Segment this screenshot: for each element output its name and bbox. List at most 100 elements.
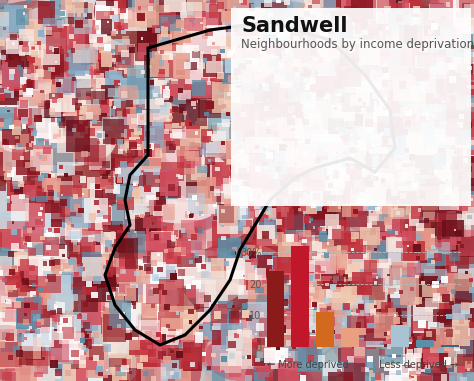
Bar: [423, 28, 440, 48]
Ellipse shape: [374, 145, 433, 185]
Bar: [344, 298, 363, 309]
Bar: [446, 365, 452, 368]
Ellipse shape: [423, 240, 474, 304]
Bar: [8, 38, 29, 67]
Bar: [100, 85, 119, 99]
Bar: [384, 357, 405, 371]
Bar: [75, 188, 88, 199]
Bar: [245, 356, 247, 359]
Bar: [331, 157, 338, 164]
Ellipse shape: [101, 200, 195, 263]
Bar: [20, 102, 29, 107]
Bar: [160, 17, 168, 22]
Bar: [397, 200, 401, 204]
Bar: [145, 369, 154, 381]
Bar: [81, 267, 84, 271]
Bar: [262, 83, 264, 86]
Bar: [446, 23, 464, 49]
Bar: [382, 206, 393, 219]
Bar: [191, 157, 208, 180]
Bar: [441, 102, 449, 110]
Bar: [129, 340, 153, 355]
Bar: [440, 90, 447, 98]
Bar: [356, 192, 373, 211]
Bar: [52, 127, 59, 134]
Bar: [337, 370, 341, 374]
Bar: [410, 86, 426, 101]
Ellipse shape: [383, 131, 443, 170]
Bar: [67, 221, 71, 225]
Ellipse shape: [146, 156, 215, 202]
Bar: [38, 103, 55, 122]
Ellipse shape: [426, 350, 470, 379]
Bar: [249, 184, 262, 202]
Bar: [301, 298, 311, 307]
Bar: [106, 292, 115, 301]
Bar: [189, 193, 205, 214]
Bar: [367, 108, 373, 114]
Ellipse shape: [319, 102, 423, 172]
Bar: [416, 276, 438, 307]
Ellipse shape: [328, 270, 379, 303]
Bar: [331, 330, 335, 333]
Ellipse shape: [185, 165, 265, 218]
Bar: [249, 251, 256, 259]
Ellipse shape: [0, 217, 33, 254]
Bar: [134, 199, 154, 215]
Bar: [284, 0, 290, 5]
Bar: [55, 77, 71, 94]
Bar: [155, 28, 160, 33]
Bar: [342, 47, 365, 64]
Bar: [80, 176, 86, 182]
Bar: [325, 325, 346, 346]
Ellipse shape: [159, 237, 260, 304]
Ellipse shape: [75, 344, 166, 381]
Ellipse shape: [251, 128, 365, 204]
Bar: [155, 12, 176, 31]
Bar: [419, 191, 426, 199]
Bar: [56, 126, 67, 141]
Bar: [269, 335, 277, 343]
Bar: [128, 0, 148, 12]
Bar: [403, 101, 426, 114]
Bar: [60, 97, 70, 103]
Bar: [133, 302, 142, 314]
Ellipse shape: [26, 272, 140, 349]
Bar: [449, 339, 473, 357]
Bar: [317, 303, 327, 315]
Bar: [51, 202, 65, 222]
Bar: [0, 107, 23, 131]
Bar: [358, 98, 362, 102]
Bar: [178, 175, 182, 179]
Bar: [291, 252, 306, 264]
Bar: [389, 363, 393, 368]
Bar: [310, 103, 315, 108]
Bar: [55, 373, 61, 378]
Bar: [37, 356, 55, 381]
Bar: [263, 58, 275, 70]
Bar: [280, 311, 298, 323]
Ellipse shape: [299, 316, 400, 381]
Bar: [276, 345, 281, 350]
Bar: [141, 367, 165, 381]
Bar: [383, 157, 387, 160]
Bar: [255, 174, 268, 190]
Bar: [63, 91, 69, 100]
Bar: [291, 33, 299, 41]
Bar: [279, 55, 282, 59]
Bar: [390, 165, 410, 185]
Bar: [164, 250, 168, 253]
Bar: [232, 247, 237, 252]
Bar: [384, 218, 392, 225]
Ellipse shape: [50, 293, 125, 343]
Bar: [416, 251, 440, 271]
Bar: [57, 317, 78, 333]
Bar: [358, 269, 382, 285]
Ellipse shape: [388, 243, 474, 313]
Bar: [46, 44, 62, 55]
Bar: [163, 37, 170, 44]
Bar: [93, 117, 100, 122]
Bar: [421, 91, 446, 104]
Bar: [264, 218, 277, 237]
Bar: [469, 264, 474, 269]
